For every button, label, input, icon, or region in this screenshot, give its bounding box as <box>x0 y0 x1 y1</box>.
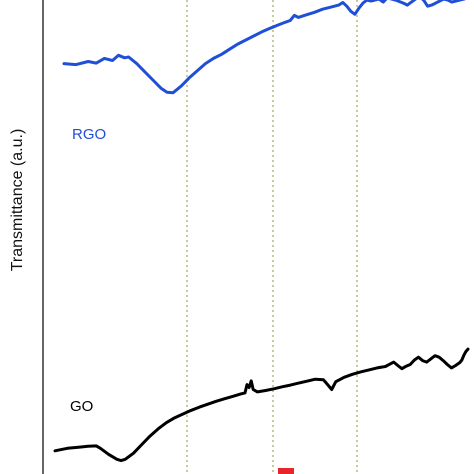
series-line-go <box>53 347 470 463</box>
series-line-rgo <box>62 0 467 95</box>
y-axis-title: Transmittance (a.u.) <box>9 129 26 272</box>
series-label-go: GO <box>70 398 93 415</box>
series-label-rgo: RGO <box>72 126 106 143</box>
reference-lines <box>186 0 358 474</box>
bottom-red-marker <box>278 468 294 474</box>
series-layer: RGO GO <box>53 0 470 463</box>
